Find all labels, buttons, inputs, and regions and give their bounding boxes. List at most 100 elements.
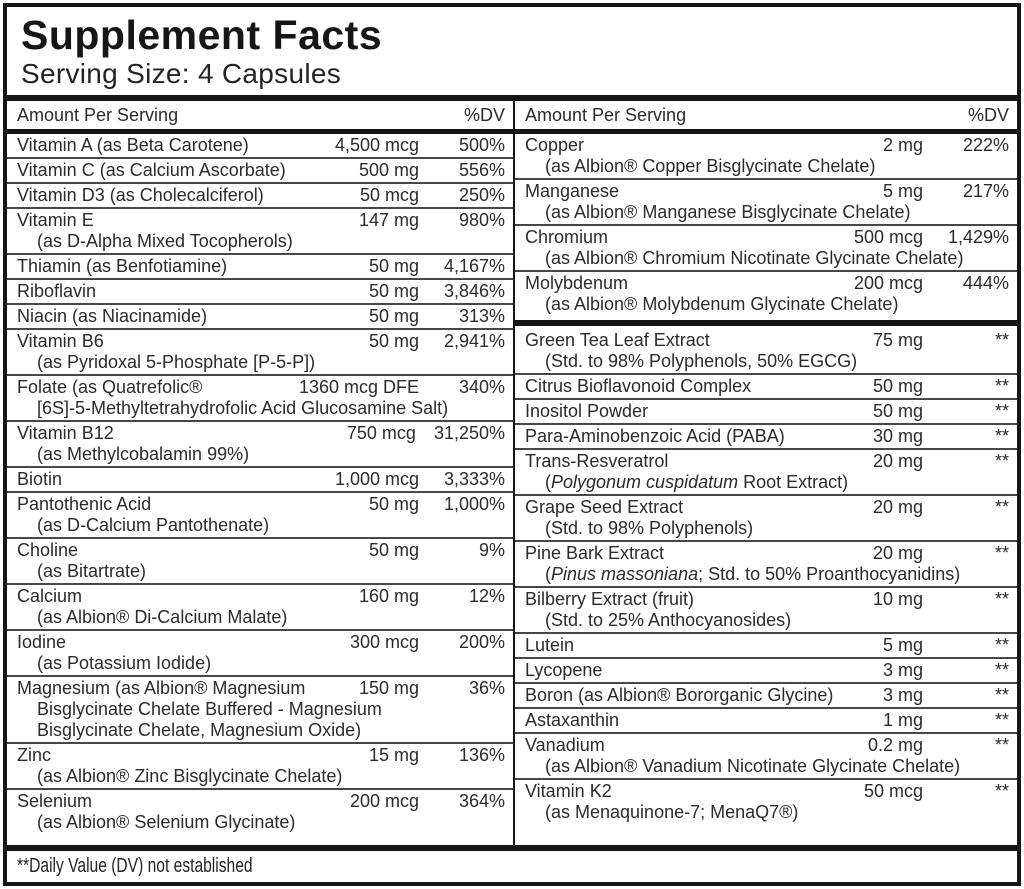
nutrient-source-text: (as Potassium Iodide) [37,653,212,673]
nutrient-source: (Polygonum cuspidatum Root Extract) [525,472,1009,493]
nutrient-dv: ** [994,589,1009,609]
nutrient-row: Lutein 5 mg ** [515,632,1017,657]
nutrient-dv: ** [994,330,1009,350]
nutrient-name: Pine Bark Extract [525,543,665,563]
nutrient-row: Green Tea Leaf Extract 75 mg ** (Std. to 98… [515,329,1017,373]
nutrient-row: Calcium 160 mg 12% (as Albion® Di-Calcium M… [7,583,513,629]
nutrient-name: Chromium [525,227,609,247]
nutrient-dv: 3,333% [443,469,505,489]
nutrient-row-line: Vitamin B6 50 mg 2,941% [17,331,505,352]
nutrient-amount: 4,500 mcg [334,135,419,155]
nutrient-source: (Std. to 98% Polyphenols) [525,518,1009,539]
nutrient-row: Vitamin D3 (as Cholecalciferol) 50 mcg 250… [7,182,513,207]
nutrient-row: Vitamin K2 50 mcg ** (as Menaquinone-7; Men… [515,778,1017,824]
nutrient-row: Trans-Resveratrol 20 mg ** (Polygonum cuspi… [515,448,1017,494]
nutrient-row: Vitamin B12 750 mcg 31,250% (as Methylcobal… [7,420,513,466]
nutrient-row-line: Grape Seed Extract 20 mg ** [525,497,1009,518]
nutrient-dv: ** [994,401,1009,421]
nutrient-dv: ** [994,710,1009,730]
nutrient-row: Molybdenum 200 mcg 444% (as Albion® Molybde… [515,270,1017,316]
nutrient-row-line: Selenium 200 mcg 364% [17,791,505,812]
nutrient-amount: 20 mg [872,451,923,471]
nutrient-row: Copper 2 mg 222% (as Albion® Copper Bisglyc… [515,134,1017,178]
nutrient-dv: 9% [478,540,505,560]
nutrient-amount: 50 mcg [863,781,923,801]
nutrient-row: Iodine 300 mcg 200% (as Potassium Iodide) [7,629,513,675]
nutrient-source-text: (Std. to 25% Anthocyanosides) [545,610,792,630]
nutrient-name: Thiamin (as Benfotiamine) [17,256,228,276]
nutrient-dv: ** [994,685,1009,705]
nutrient-row-line: Pine Bark Extract 20 mg ** [525,543,1009,564]
nutrient-name: Choline [17,540,79,560]
nutrient-source-text: (as Bitartrate) [37,561,147,581]
nutrient-source-text: Bisglycinate Chelate Buffered - Magnesiu… [37,699,382,719]
nutrient-row: Vitamin B6 50 mg 2,941% (as Pyridoxal 5-Pho… [7,328,513,374]
nutrient-row: Niacin (as Niacinamide) 50 mg 313% [7,303,513,328]
nutrient-name: Lycopene [525,660,603,680]
nutrient-row-line: Vitamin D3 (as Cholecalciferol) 50 mcg 250… [17,185,505,206]
nutrient-dv: ** [994,635,1009,655]
nutrient-source: (as Methylcobalamin 99%) [17,444,505,465]
nutrient-name: Citrus Bioflavonoid Complex [525,376,752,396]
nutrient-amount: 750 mcg [346,423,416,443]
nutrient-row: Bilberry Extract (fruit) 10 mg ** (Std. to … [515,586,1017,632]
nutrient-row-line: Niacin (as Niacinamide) 50 mg 313% [17,306,505,327]
nutrient-source: (as Albion® Copper Bisglycinate Chelate) [525,156,1009,177]
nutrient-dv: 36% [468,678,505,698]
nutrient-dv: 500% [458,135,505,155]
nutrient-source-text: (as Methylcobalamin 99%) [37,444,250,464]
nutrient-source: (as Menaquinone-7; MenaQ7®) [525,802,1009,823]
nutrient-dv: 200% [458,632,505,652]
nutrient-name: Calcium [17,586,83,606]
nutrient-row-line: Green Tea Leaf Extract 75 mg ** [525,330,1009,351]
nutrient-source-text: (as Albion® Manganese Bisglycinate Chela… [545,202,911,222]
nutrient-dv: ** [994,376,1009,396]
nutrient-row: Riboflavin 50 mg 3,846% [7,278,513,303]
nutrient-name: Iodine [17,632,67,652]
nutrient-name: Vitamin K2 [525,781,612,801]
nutrient-row: Zinc 15 mg 136% (as Albion® Zinc Bisglycina… [7,742,513,788]
nutrient-amount: 300 mcg [349,632,419,652]
nutrient-dv: 980% [458,210,505,230]
nutrient-source-text: (as Pyridoxal 5-Phosphate [P-5-P]) [37,352,316,372]
nutrient-row-line: Thiamin (as Benfotiamine) 50 mg 4,167% [17,256,505,277]
nutrient-row: Vanadium 0.2 mg ** (as Albion® Vanadium Nic… [515,732,1017,778]
nutrient-name: Manganese [525,181,620,201]
nutrient-row: Lycopene 3 mg ** [515,657,1017,682]
nutrient-dv: ** [994,543,1009,563]
nutrient-source-text: ; Std. to 50% Proanthocyanidins) [698,564,961,584]
nutrient-row: Selenium 200 mcg 364% (as Albion® Selenium … [7,788,513,834]
amount-per-serving-header: Amount Per Serving [525,105,687,125]
nutrient-row-line: Choline 50 mg 9% [17,540,505,561]
nutrient-source: (Std. to 98% Polyphenols, 50% EGCG) [525,351,1009,372]
nutrient-source-text: (as Menaquinone-7; MenaQ7®) [545,802,799,822]
nutrient-name: Vitamin D3 (as Cholecalciferol) [17,185,264,205]
nutrient-row-line: Pantothenic Acid 50 mg 1,000% [17,494,505,515]
nutrient-name: Trans-Resveratrol [525,451,669,471]
nutrient-row: Inositol Powder 50 mg ** [515,398,1017,423]
nutrient-dv: 2,941% [443,331,505,351]
nutrient-amount: 50 mg [368,494,419,514]
nutrient-source-text: (as Albion® Zinc Bisglycinate Chelate) [37,766,343,786]
label-title: Supplement Facts [21,12,383,58]
nutrient-name: Magnesium (as Albion® Magnesium [17,678,306,698]
daily-value-footnote: **Daily Value (DV) not established [7,851,1017,882]
percent-dv-header: %DV [967,105,1009,125]
nutrient-amount: 160 mg [358,586,419,606]
nutrient-source-text: (as D-Alpha Mixed Tocopherols) [37,231,293,251]
nutrient-row-line: Manganese 5 mg 217% [525,181,1009,202]
nutrient-source: (as Albion® Chromium Nicotinate Glycinat… [525,248,1009,269]
nutrient-amount: 75 mg [872,330,923,350]
nutrient-row: Pine Bark Extract 20 mg ** (Pinus massonian… [515,540,1017,586]
nutrient-amount: 5 mg [882,635,923,655]
nutrient-amount: 500 mcg [853,227,923,247]
nutrient-amount: 1360 mcg DFE [298,377,419,397]
nutrient-row-line: Calcium 160 mg 12% [17,586,505,607]
nutrient-name: Zinc [17,745,52,765]
nutrient-dv: 556% [458,160,505,180]
nutrient-name: Copper [525,135,585,155]
nutrient-name: Vitamin C (as Calcium Ascorbate) [17,160,286,180]
nutrient-row-line: Riboflavin 50 mg 3,846% [17,281,505,302]
nutrient-dv: ** [994,735,1009,755]
nutrient-source: (as Albion® Zinc Bisglycinate Chelate) [17,766,505,787]
